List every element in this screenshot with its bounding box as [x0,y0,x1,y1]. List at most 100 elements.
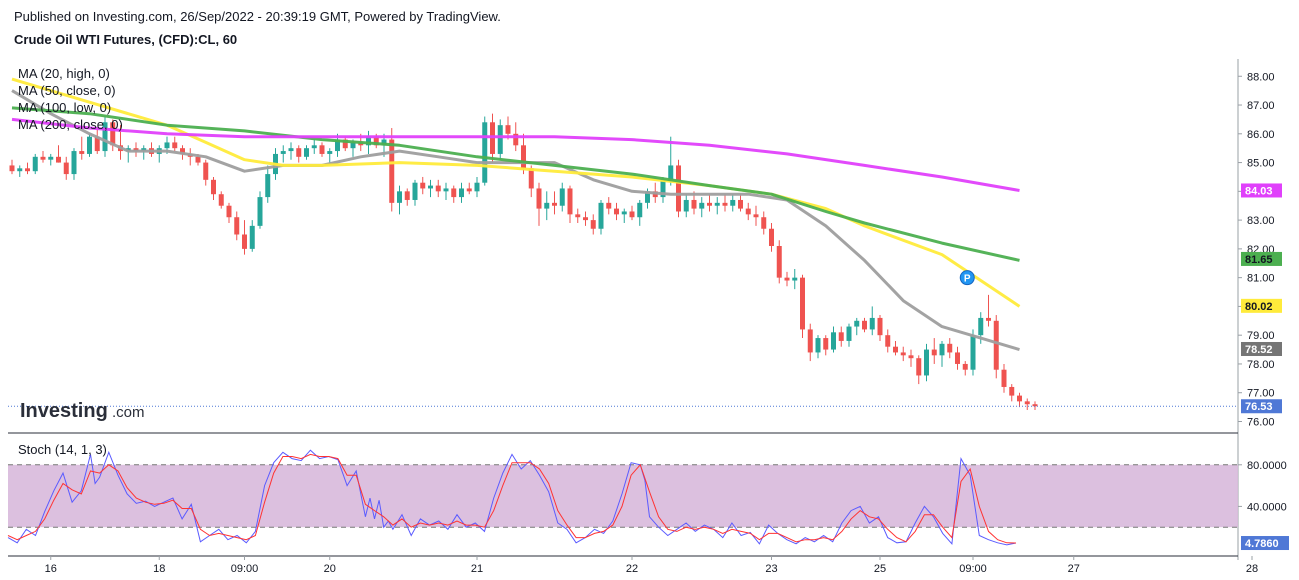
candle [87,133,92,157]
candle [428,179,433,198]
candle [1017,392,1022,408]
candle-body [707,202,712,206]
candle [1001,363,1007,393]
stoch-tick-label: 80.0000 [1247,460,1287,472]
candle [48,153,54,166]
candle-body [536,188,542,209]
price-tag-box [1241,341,1282,356]
price-axis: 88.0087.0086.0085.0084.0083.0082.0081.00… [1238,71,1275,428]
candle [304,145,309,160]
published-caption: Published on Investing.com, 26/Sep/2022 … [14,9,501,24]
candle [707,194,712,212]
candle [614,202,619,221]
candle-body [110,122,116,146]
price-tick-label: 85.00 [1247,158,1275,170]
price-tag-box [1241,183,1282,198]
ma-legend-item-ma50: MA (50, close, 0) [18,83,116,98]
candle-body [691,199,697,209]
logo-brand: Investing [20,400,108,422]
candle [397,185,402,215]
candle [404,188,410,206]
candle-body [823,338,829,350]
candle [885,329,891,353]
price-tag-label: 78.52 [1245,344,1273,356]
candle-body [234,217,240,235]
candle-body [288,148,294,152]
candle [40,151,46,163]
candle [435,179,441,198]
candle [776,240,782,284]
pivot-marker-label: P [964,274,971,285]
candle-body [1001,369,1007,387]
pivot-marker-circle[interactable] [959,270,975,286]
candle-body [296,148,302,157]
candle [1024,398,1030,410]
candle-body [598,202,604,229]
investing-logo: Investing .com [20,400,145,422]
candle-body [17,168,23,172]
candle [575,208,581,223]
price-tag-label: 76.53 [1245,401,1273,413]
candle-body [900,352,906,356]
candle-body [9,165,15,172]
candle [552,191,557,215]
candle [869,306,875,336]
time-tick-label: 09:00 [231,563,259,575]
candle-body [420,182,426,189]
candle-body [466,188,472,192]
candle-body [102,122,108,152]
price-tag-label: 80.02 [1245,301,1273,313]
candle [327,148,333,163]
candle-body [978,317,984,336]
candle [893,340,898,356]
candle [745,202,751,221]
candle-body [854,320,860,327]
candle-body [311,145,317,149]
candle [125,145,131,163]
candle-body [575,214,581,218]
candle [962,361,968,376]
candle-body [32,156,38,172]
candle-body [350,142,356,149]
candle-body [714,202,720,206]
candle-body [226,205,232,218]
candle-body [590,220,596,229]
candle-body [79,151,85,154]
candle [234,211,240,241]
stoch-d-line [7,453,1017,544]
stoch-lines-group [7,449,1017,546]
candle-body [893,346,898,353]
price-tick-label: 76.00 [1247,416,1275,428]
candle-body [761,217,767,229]
candle-body [71,151,77,175]
candle [459,182,464,203]
candle [846,323,852,347]
candle-body [1032,404,1038,407]
candle [94,128,100,154]
candle-body [885,335,891,347]
candle-body [218,194,224,206]
price-tick-label: 78.00 [1247,359,1275,371]
stoch-value-tag-label: 4.7860 [1245,538,1279,550]
candle [924,343,929,382]
candle [714,197,720,215]
candle-body [831,332,836,350]
candle [784,271,790,287]
candle-body [908,355,914,359]
candle [56,145,61,163]
marker-group[interactable]: P [959,270,975,286]
candle-body [56,156,61,163]
candle-body [970,335,976,370]
time-tick-label: 18 [153,563,165,575]
candles-group [8,113,1238,410]
candle-body [924,349,929,376]
candle-body [497,125,503,154]
candle-body [676,165,681,212]
candle-body [559,188,565,206]
candle-body [621,211,627,215]
candle [203,159,209,186]
candle [877,315,883,341]
price-tag-label: 81.65 [1245,254,1273,266]
candle [451,185,457,203]
